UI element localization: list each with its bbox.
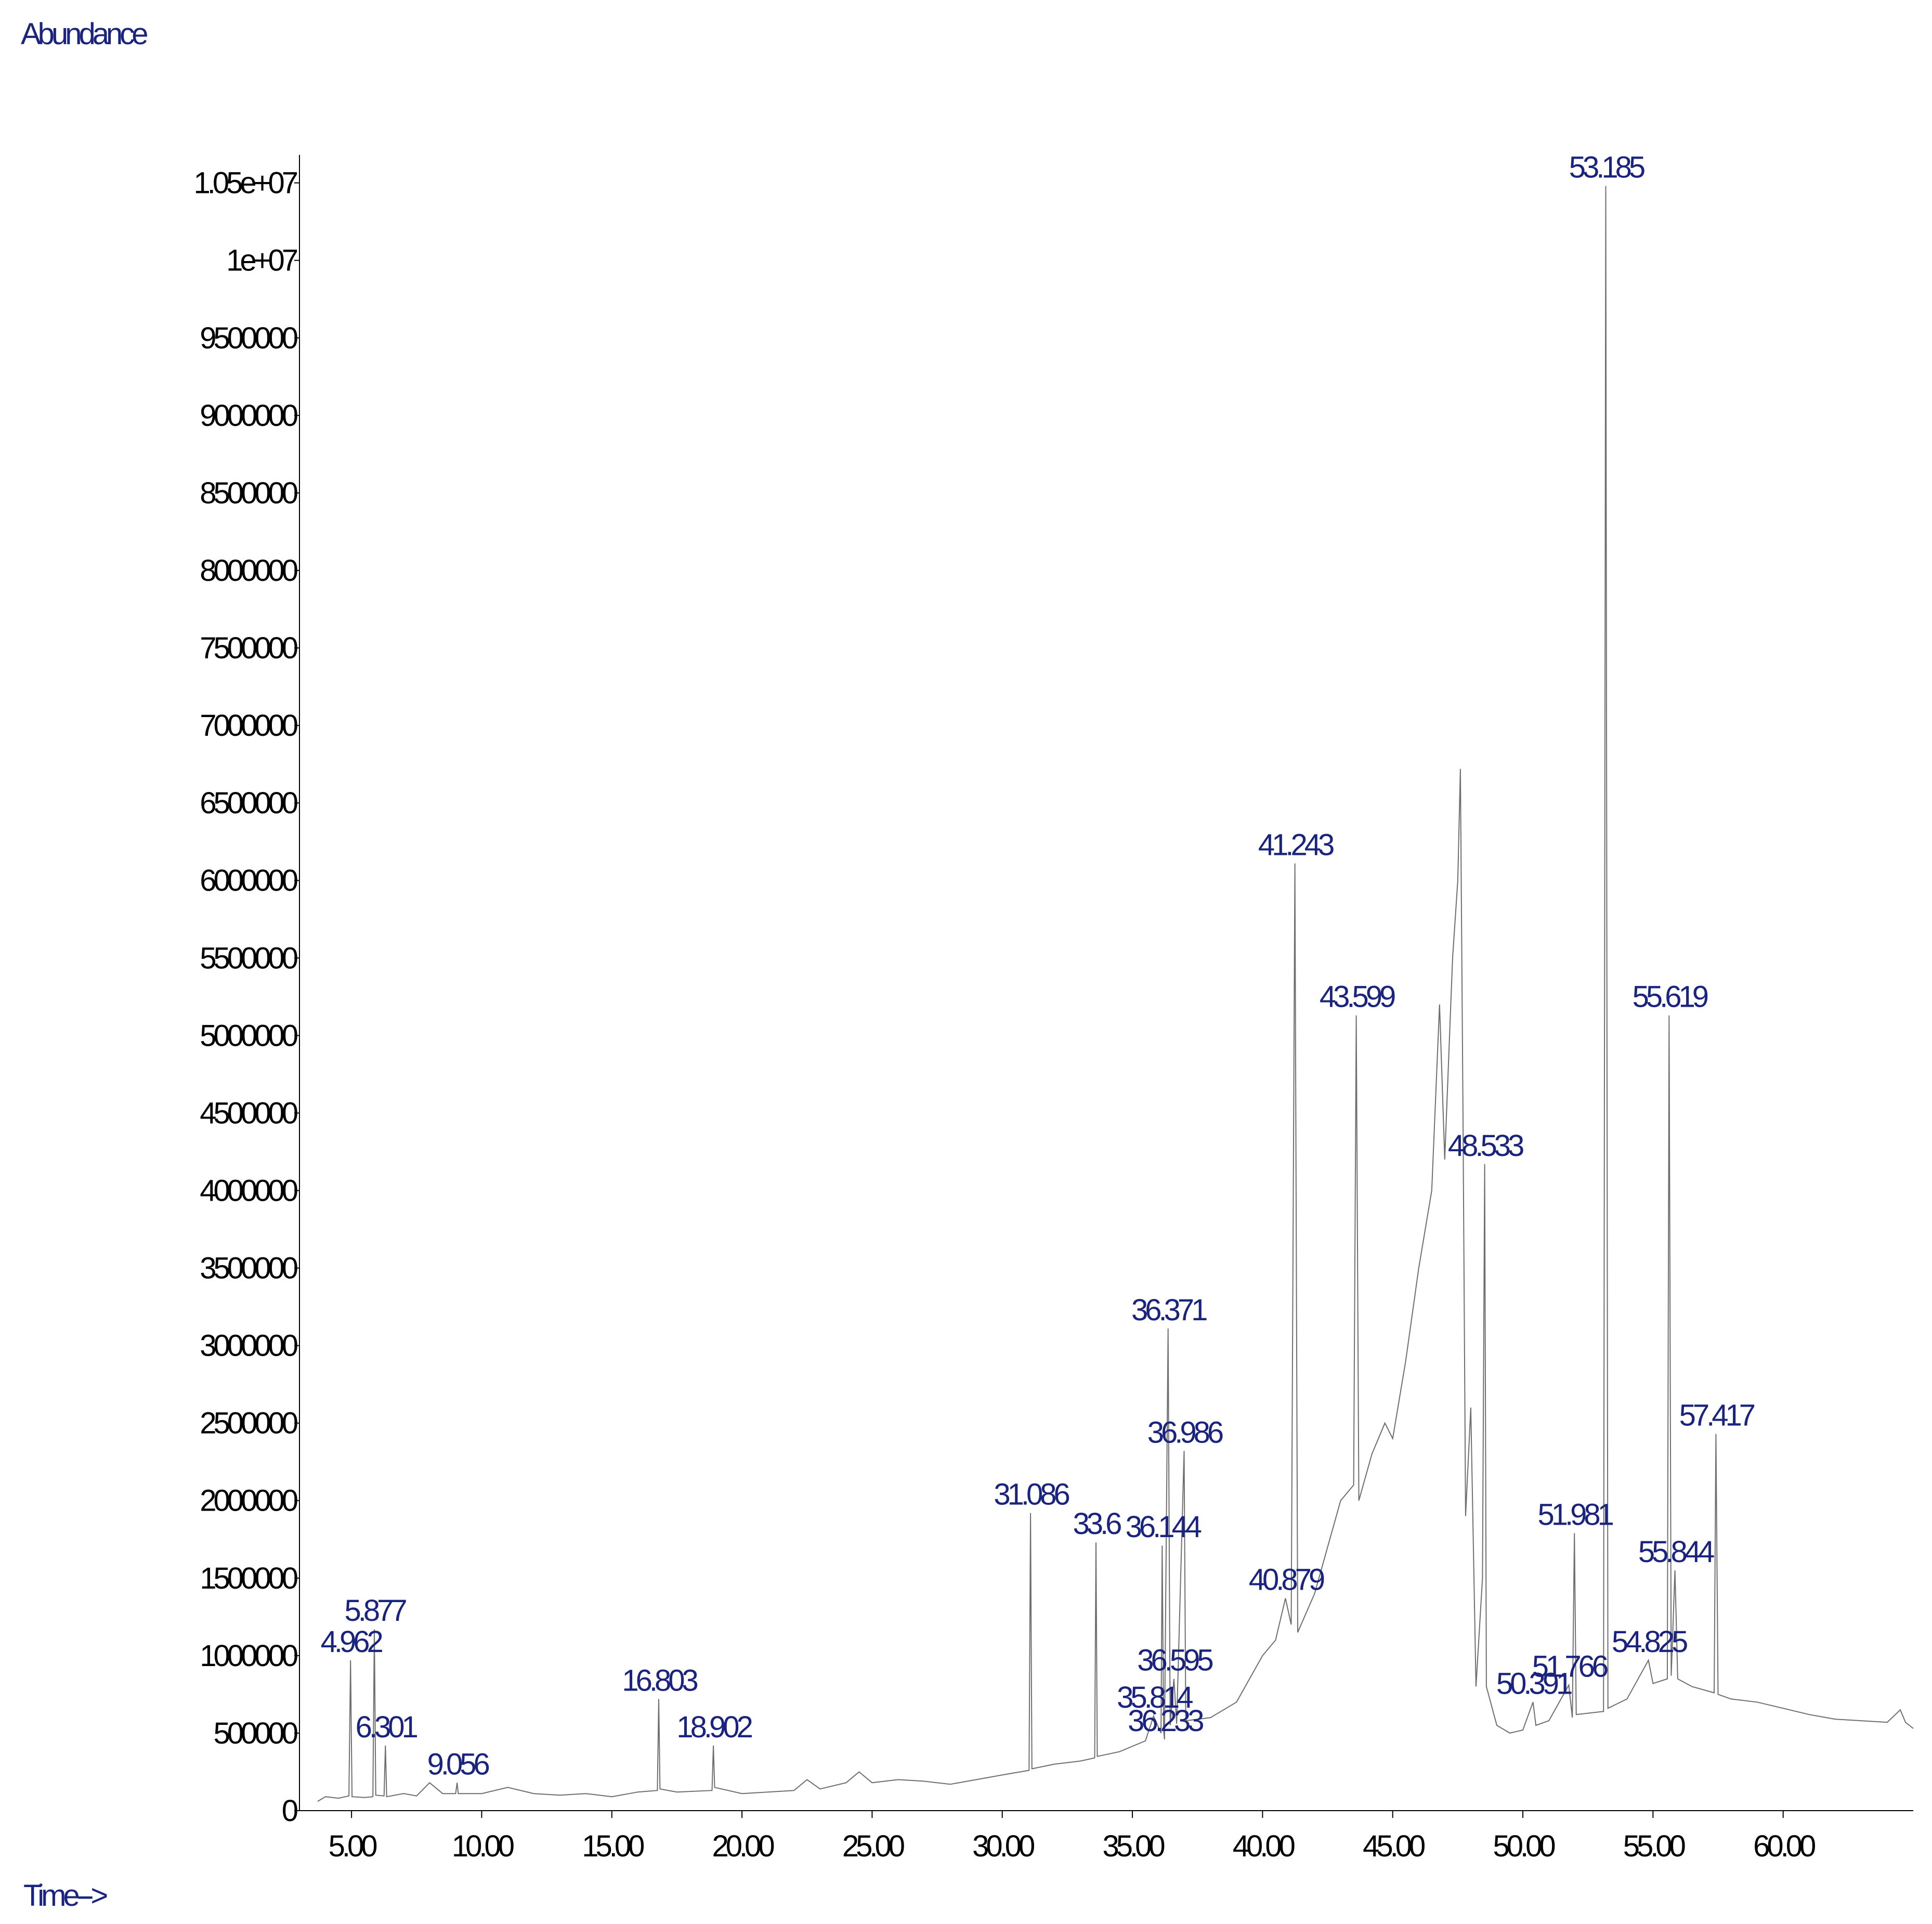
peak-label: 5.877 (344, 1594, 406, 1628)
peak-label: 53.185 (1569, 151, 1644, 185)
y-tick-label: 0 (282, 1794, 297, 1828)
peak-label: 31.086 (994, 1478, 1069, 1512)
peak-label: 36.371 (1131, 1293, 1207, 1327)
y-tick-label: 500000 (213, 1717, 297, 1750)
peak-label: 6.301 (356, 1710, 417, 1744)
peak-label: 50.391 (1496, 1667, 1572, 1700)
peak-label: 40.879 (1249, 1563, 1324, 1597)
peak-label: 55.619 (1633, 980, 1708, 1014)
x-tick-label: 15.00 (582, 1829, 644, 1863)
peak-label: 43.599 (1320, 980, 1395, 1014)
peak-label: 33.6 (1073, 1507, 1121, 1541)
x-tick-label: 20.00 (712, 1829, 774, 1863)
peak-label: 54.825 (1612, 1625, 1687, 1659)
y-tick-label: 9500000 (200, 321, 297, 355)
y-tick-label: 8000000 (200, 554, 297, 588)
y-tick-label: 5500000 (200, 941, 297, 975)
peak-label: 48.533 (1448, 1129, 1523, 1163)
x-tick-label: 50.00 (1493, 1829, 1555, 1863)
peak-label: 35.814 (1117, 1681, 1193, 1714)
peak-label: 9.056 (427, 1747, 489, 1781)
peak-label: 51.981 (1538, 1498, 1613, 1531)
peak-label: 55.844 (1638, 1535, 1714, 1569)
y-tick-label: 5000000 (200, 1019, 297, 1052)
x-tick-label: 55.00 (1623, 1829, 1685, 1863)
x-tick-label: 60.00 (1753, 1829, 1815, 1863)
y-tick-label: 3000000 (200, 1329, 297, 1363)
peak-label: 36.986 (1147, 1415, 1223, 1449)
peak-label: 16.803 (622, 1663, 697, 1697)
y-tick-label: 4000000 (200, 1174, 297, 1207)
y-tick-label: 3500000 (200, 1252, 297, 1285)
trace (317, 186, 1914, 1802)
peak-label: 51.766 (1532, 1650, 1608, 1684)
y-tick-label: 9000000 (200, 399, 297, 433)
peak-label: 36.233 (1128, 1704, 1203, 1738)
y-tick-label: 4500000 (200, 1096, 297, 1130)
y-axis-label: Abundance (21, 17, 147, 51)
x-tick-label: 35.00 (1102, 1829, 1164, 1863)
y-tick-label: 2500000 (200, 1407, 297, 1440)
y-tick-label: 8500000 (200, 476, 297, 510)
x-tick-label: 30.00 (972, 1829, 1034, 1863)
peak-label: 4.962 (321, 1625, 383, 1659)
peak-label: 36.144 (1126, 1510, 1202, 1544)
y-tick-label: 1.05e+07 (193, 166, 297, 200)
peak-label: 41.243 (1258, 828, 1334, 862)
peak-label: 18.902 (676, 1710, 752, 1744)
y-tick-label: 1500000 (200, 1562, 297, 1595)
peak-label: 57.417 (1679, 1399, 1755, 1433)
y-tick-label: 1e+07 (226, 244, 297, 278)
x-tick-label: 45.00 (1363, 1829, 1425, 1863)
y-tick-label: 6500000 (200, 786, 297, 820)
y-tick-label: 6000000 (200, 864, 297, 898)
x-tick-label: 5.00 (329, 1829, 377, 1863)
x-axis-label: Time--> (23, 1879, 107, 1913)
x-tick-label: 10.00 (452, 1829, 514, 1863)
x-tick-label: 25.00 (842, 1829, 904, 1863)
peak-label: 36.595 (1137, 1644, 1212, 1678)
y-tick-label: 7000000 (200, 709, 297, 743)
y-tick-label: 7500000 (200, 631, 297, 665)
y-tick-label: 2000000 (200, 1484, 297, 1518)
y-tick-label: 1000000 (200, 1639, 297, 1673)
x-tick-label: 40.00 (1233, 1829, 1295, 1863)
